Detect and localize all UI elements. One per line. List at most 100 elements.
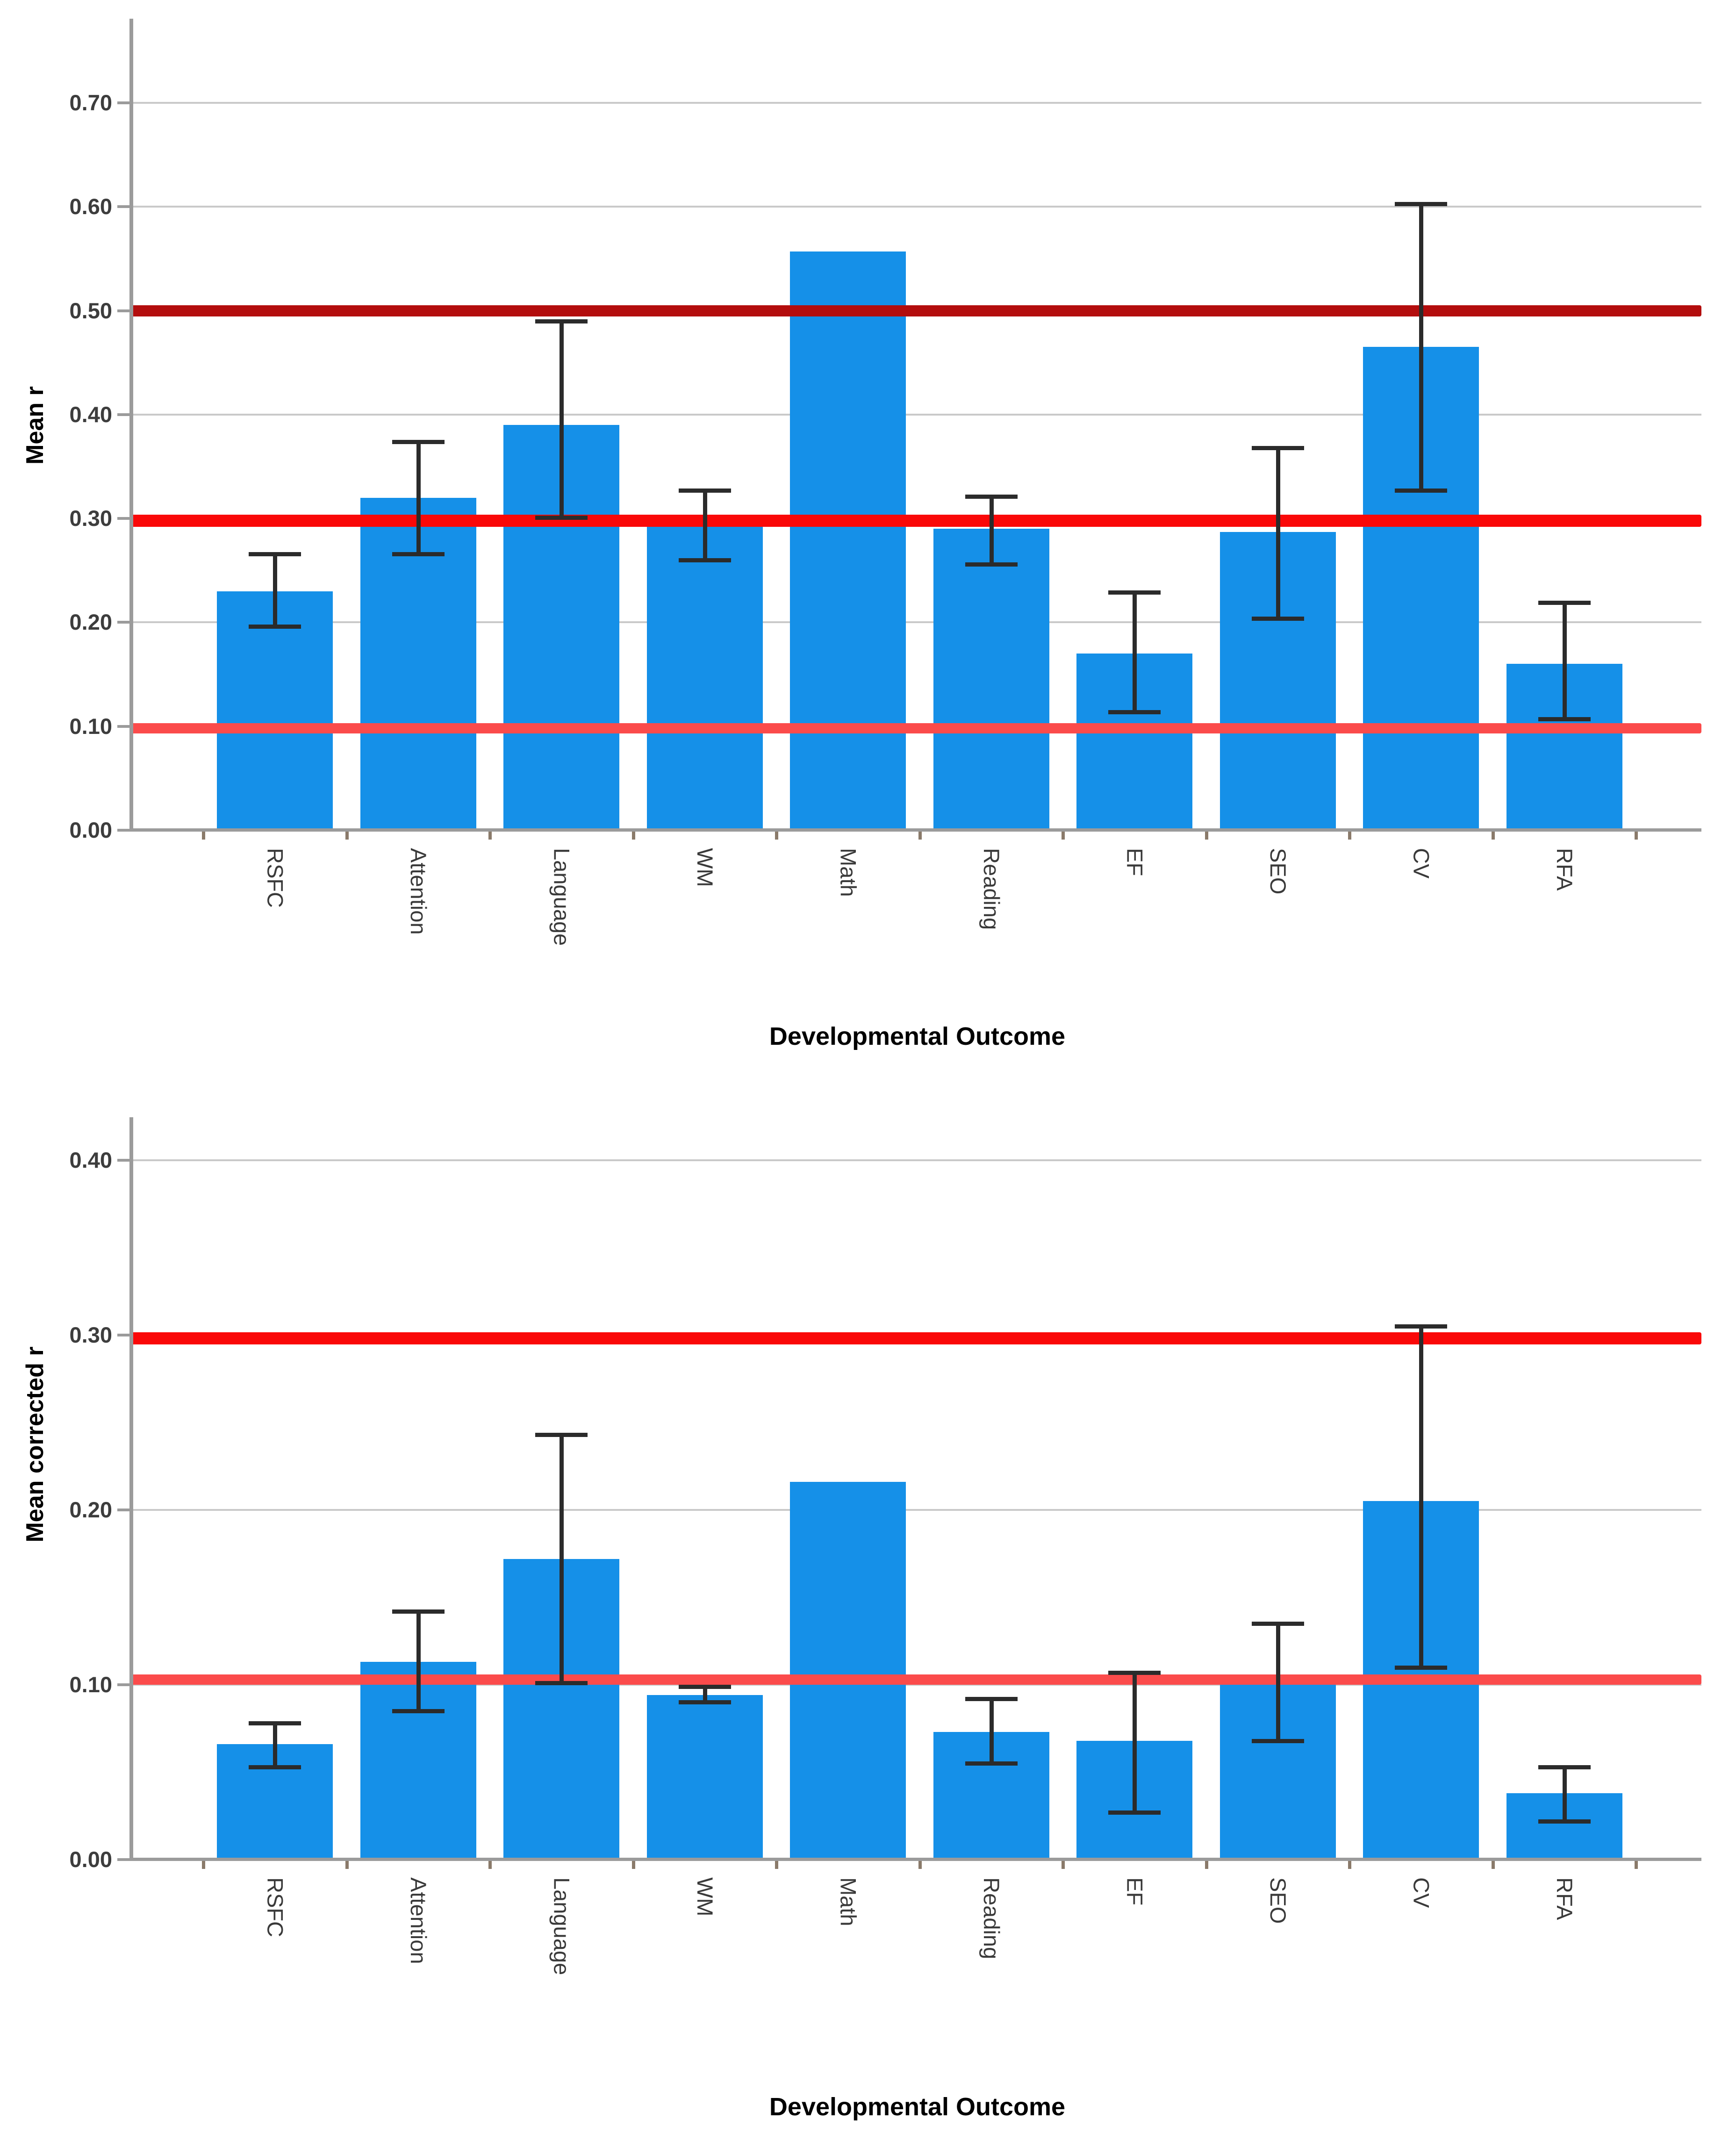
gridline-0.40: [133, 413, 1701, 416]
x-category-label-Attention: Attention: [406, 1877, 431, 1964]
error-cap-top-WM: [678, 1684, 731, 1689]
y-tick-mark-0.50: [117, 309, 129, 312]
error-cap-bottom-EF: [1108, 710, 1161, 714]
x-tick-mark: [1062, 1859, 1065, 1869]
error-cap-top-Reading: [965, 495, 1018, 499]
error-cap-bottom-CV: [1395, 1665, 1448, 1670]
error-bar-RSFC: [273, 553, 278, 627]
error-bar-Attention: [416, 1611, 421, 1711]
y-tick-label: 0.50: [69, 298, 112, 323]
x-axis-title: Developmental Outcome: [769, 1022, 1066, 1050]
x-tick-mark: [1205, 1859, 1208, 1869]
error-cap-top-RFA: [1538, 1765, 1591, 1769]
plot-area: 0.00 0.10 0.20 0.30 0.40 0.50 0.60 0.70 RSFC Atte…: [70, 19, 1701, 946]
error-cap-bottom-RFA: [1538, 717, 1591, 722]
error-bar-Reading: [989, 496, 994, 564]
error-cap-top-Attention: [392, 1609, 445, 1614]
x-tick-mark: [918, 829, 922, 840]
error-bar-RSFC: [273, 1723, 278, 1767]
x-category-label-EF: EF: [1122, 1877, 1148, 1906]
error-cap-top-RSFC: [249, 552, 301, 556]
gridline-0.10: [133, 1684, 1701, 1686]
x-category-label-WM: WM: [692, 848, 717, 887]
error-cap-top-SEO: [1251, 446, 1304, 450]
x-category-label-CV: CV: [1409, 1877, 1434, 1908]
bar-Math: [790, 1482, 906, 1860]
y-tick-mark-0.40: [117, 1159, 129, 1162]
x-category-label-Language: Language: [549, 848, 574, 946]
y-tick-mark-0.20: [117, 1509, 129, 1511]
gridline-0.40: [133, 1159, 1701, 1161]
y-tick-mark-0.20: [117, 621, 129, 624]
x-tick-mark: [202, 1859, 205, 1869]
error-cap-bottom-SEO: [1251, 616, 1304, 621]
error-bar-CV: [1419, 203, 1424, 491]
x-tick-mark: [1348, 829, 1351, 840]
error-bar-CV: [1419, 1326, 1424, 1667]
error-cap-top-Language: [535, 1433, 588, 1437]
error-cap-bottom-Reading: [965, 562, 1018, 567]
light-red-reference-0.10: [131, 1674, 1701, 1685]
x-tick-mark: [1491, 829, 1495, 840]
x-tick-mark: [1348, 1859, 1351, 1869]
x-category-label-RFA: RFA: [1552, 1877, 1577, 1920]
y-tick-mark-0.30: [117, 517, 129, 520]
y-tick-mark-0.60: [117, 205, 129, 208]
error-bar-Language: [560, 321, 564, 517]
error-bar-EF: [1133, 1672, 1137, 1812]
x-tick-mark: [631, 829, 635, 840]
y-tick-label: 0.40: [69, 1148, 112, 1172]
x-category-label-RFA: RFA: [1552, 848, 1577, 891]
x-category-label-Language: Language: [549, 1877, 574, 1976]
error-bar-RFA: [1562, 603, 1567, 719]
x-tick-mark: [1062, 829, 1065, 840]
error-cap-bottom-Reading: [965, 1761, 1018, 1766]
error-bar-SEO: [1276, 448, 1280, 618]
x-category-label-Math: Math: [836, 1877, 861, 1926]
x-tick-mark: [202, 829, 205, 840]
error-cap-top-Language: [535, 319, 588, 323]
error-bar-Attention: [416, 441, 421, 554]
x-tick-mark: [488, 829, 492, 840]
y-tick-label: 0.00: [69, 818, 112, 842]
y-tick-mark-0.30: [117, 1334, 129, 1336]
x-tick-mark: [775, 829, 778, 840]
error-bar-WM: [703, 490, 707, 560]
red-reference-0.30: [131, 514, 1701, 527]
x-tick-mark: [1491, 1859, 1495, 1869]
x-category-label-CV: CV: [1409, 848, 1434, 879]
error-cap-bottom-RSFC: [249, 1765, 301, 1769]
error-cap-bottom-SEO: [1251, 1739, 1304, 1743]
error-cap-top-WM: [678, 489, 731, 493]
error-cap-top-CV: [1395, 1324, 1448, 1329]
y-tick-label: 0.30: [69, 506, 112, 531]
error-cap-top-EF: [1108, 1670, 1161, 1675]
error-bar-Reading: [989, 1698, 994, 1764]
x-tick-mark: [345, 1859, 349, 1869]
error-cap-bottom-WM: [678, 1700, 731, 1705]
dark-red-reference-0.50: [131, 305, 1701, 316]
x-category-label-WM: WM: [692, 1877, 717, 1917]
y-tick-label: 0.10: [69, 1672, 112, 1697]
error-cap-bottom-Attention: [392, 1709, 445, 1714]
x-tick-mark: [1205, 829, 1208, 840]
y-tick-mark-0.10: [117, 1683, 129, 1686]
x-category-label-Attention: Attention: [406, 848, 431, 935]
error-cap-bottom-RSFC: [249, 625, 301, 629]
x-axis-line: [129, 1858, 1701, 1861]
bar-Reading: [933, 529, 1049, 830]
x-axis-line: [129, 828, 1701, 832]
x-tick-mark: [1635, 829, 1638, 840]
error-cap-bottom-CV: [1395, 489, 1448, 493]
x-category-label-RSFC: RSFC: [263, 848, 288, 908]
error-bar-Language: [560, 1435, 564, 1683]
x-tick-mark: [918, 1859, 922, 1869]
error-bar-SEO: [1276, 1624, 1280, 1741]
y-tick-label: 0.40: [69, 402, 112, 427]
y-tick-mark-0.10: [117, 725, 129, 728]
error-cap-top-RSFC: [249, 1721, 301, 1726]
light-red-reference-0.10: [131, 723, 1701, 734]
red-reference-0.30: [131, 1332, 1701, 1345]
